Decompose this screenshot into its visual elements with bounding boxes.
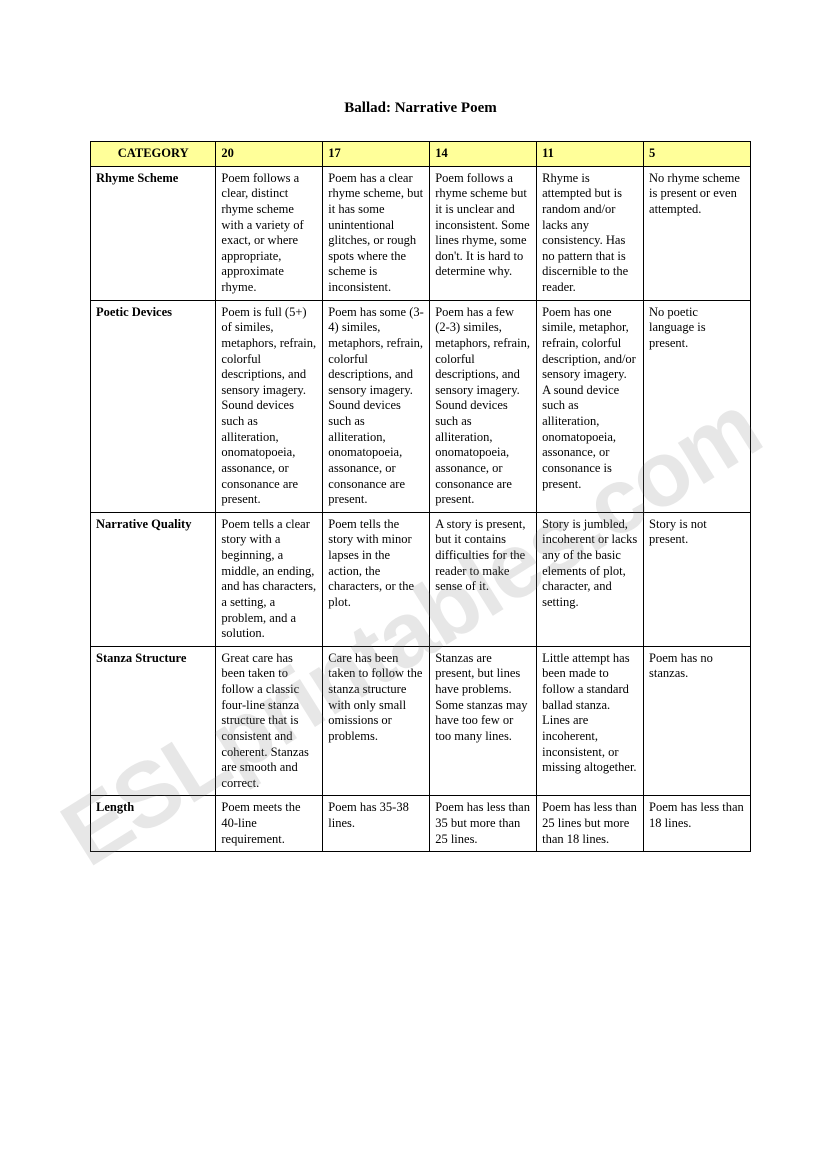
rubric-cell: A story is present, but it contains diff… [430, 512, 537, 646]
rubric-cell: Poem has one simile, metaphor, refrain, … [537, 300, 644, 512]
rubric-cell: Poem follows a clear, distinct rhyme sch… [216, 166, 323, 300]
rubric-cell: Stanzas are present, but lines have prob… [430, 646, 537, 796]
rubric-cell: Poem has less than 35 but more than 25 l… [430, 796, 537, 852]
header-score-17: 17 [323, 142, 430, 167]
rubric-cell: Care has been taken to follow the stanza… [323, 646, 430, 796]
rubric-cell: Little attempt has been made to follow a… [537, 646, 644, 796]
rubric-cell: Story is not present. [644, 512, 751, 646]
rubric-cell: Poem tells the story with minor lapses i… [323, 512, 430, 646]
table-row: Rhyme Scheme Poem follows a clear, disti… [91, 166, 751, 300]
rubric-cell: Great care has been taken to follow a cl… [216, 646, 323, 796]
rubric-cell: Poem tells a clear story with a beginnin… [216, 512, 323, 646]
category-cell: Poetic Devices [91, 300, 216, 512]
rubric-cell: Poem follows a rhyme scheme but it is un… [430, 166, 537, 300]
category-cell: Length [91, 796, 216, 852]
header-score-11: 11 [537, 142, 644, 167]
rubric-cell: Poem has no stanzas. [644, 646, 751, 796]
rubric-cell: Poem has 35-38 lines. [323, 796, 430, 852]
table-header-row: CATEGORY 20 17 14 11 5 [91, 142, 751, 167]
header-score-20: 20 [216, 142, 323, 167]
rubric-cell: Poem has a clear rhyme scheme, but it ha… [323, 166, 430, 300]
table-row: Narrative Quality Poem tells a clear sto… [91, 512, 751, 646]
header-score-14: 14 [430, 142, 537, 167]
rubric-cell: Poem has a few (2-3) similes, metaphors,… [430, 300, 537, 512]
rubric-cell: Poem is full (5+) of similes, metaphors,… [216, 300, 323, 512]
rubric-cell: No poetic language is present. [644, 300, 751, 512]
header-score-5: 5 [644, 142, 751, 167]
category-cell: Stanza Structure [91, 646, 216, 796]
category-cell: Rhyme Scheme [91, 166, 216, 300]
page-title: Ballad: Narrative Poem [90, 100, 751, 117]
rubric-cell: Poem has less than 18 lines. [644, 796, 751, 852]
table-row: Length Poem meets the 40-line requiremen… [91, 796, 751, 852]
rubric-cell: Rhyme is attempted but is random and/or … [537, 166, 644, 300]
rubric-cell: Story is jumbled, incoherent or lacks an… [537, 512, 644, 646]
rubric-cell: Poem meets the 40-line requirement. [216, 796, 323, 852]
rubric-cell: No rhyme scheme is present or even attem… [644, 166, 751, 300]
header-category: CATEGORY [91, 142, 216, 167]
rubric-table: CATEGORY 20 17 14 11 5 Rhyme Scheme Poem… [90, 141, 751, 852]
table-row: Poetic Devices Poem is full (5+) of simi… [91, 300, 751, 512]
rubric-cell: Poem has less than 25 lines but more tha… [537, 796, 644, 852]
category-cell: Narrative Quality [91, 512, 216, 646]
rubric-cell: Poem has some (3-4) similes, metaphors, … [323, 300, 430, 512]
table-row: Stanza Structure Great care has been tak… [91, 646, 751, 796]
